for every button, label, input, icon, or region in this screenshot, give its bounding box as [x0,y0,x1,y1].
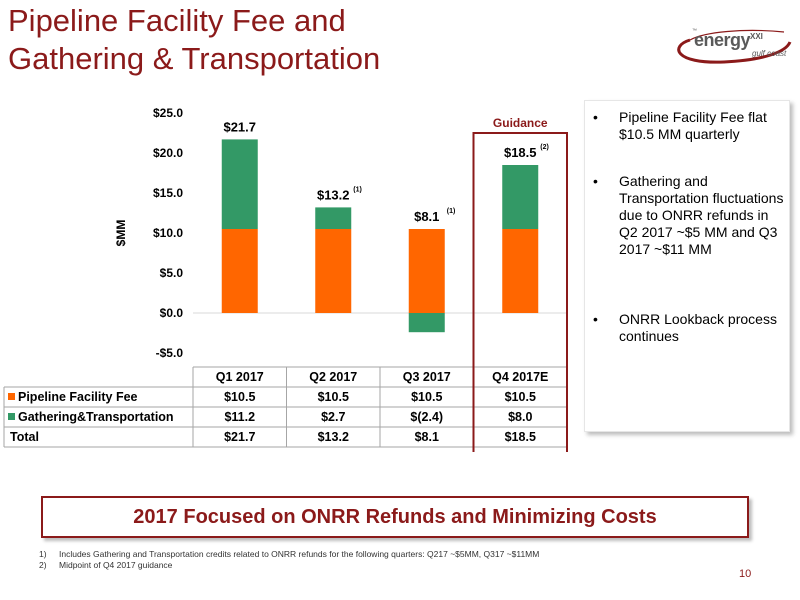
table-cell: $10.5 [411,390,442,404]
total-footnote-marker: (1) [353,186,362,193]
table-row-label: Gathering&Transportation [18,410,174,424]
bullet-dot: • [593,311,598,327]
total-footnote-marker: (1) [447,208,456,215]
logo-swoosh-icon [677,29,792,64]
page-number: 10 [739,568,752,580]
bar-gathering-transportation [221,139,258,229]
logo-tm: ™ [692,28,697,34]
guidance-highlight-box [472,132,568,452]
bullet-text: Pipeline Facility Fee flat $10.5 MM quar… [619,109,767,142]
table-cell: $10.5 [224,390,255,404]
title-line-1: Pipeline Facility Fee and [8,3,346,38]
total-footnote-marker: (2) [540,144,549,151]
bar-gathering-transportation [502,165,539,229]
bar-pipeline-facility-fee [221,229,258,313]
y-axis-label: $MM [114,220,128,247]
bar-pipeline-facility-fee [502,229,539,313]
total-data-label: $13.2 [317,187,350,202]
y-tick-label: $25.0 [153,106,183,120]
y-tick-label: -$5.0 [156,346,184,360]
table-cell: $8.0 [508,410,532,424]
table-cell: $10.5 [318,390,349,404]
guidance-label: Guidance [493,116,548,130]
footnote-text: Midpoint of Q4 2017 guidance [59,560,173,570]
y-tick-label: $0.0 [160,306,184,320]
total-data-label: $21.7 [223,119,256,134]
table-header-cell: Q3 2017 [403,370,451,384]
y-tick-label: $20.0 [153,146,183,160]
bar-pipeline-facility-fee [315,229,352,313]
table-cell: $(2.4) [410,410,443,424]
table-cell: $13.2 [318,430,349,444]
bar-pipeline-facility-fee [408,229,445,313]
table-row-label: Pipeline Facility Fee [18,390,138,404]
table-cell: $11.2 [224,410,255,424]
total-data-label: $8.1 [414,209,439,224]
company-logo: ™ energy XXI gulf coast [664,22,794,72]
bullet-dot: • [593,109,598,125]
total-data-label: $18.5 [504,145,537,160]
footnote-number: 1) [39,549,47,559]
y-tick-label: $5.0 [160,266,184,280]
summary-banner: 2017 Focused on ONRR Refunds and Minimiz… [41,496,749,538]
y-tick-label: $15.0 [153,186,183,200]
logo-sub: gulf coast [752,49,787,58]
logo-name: energy [694,30,751,50]
table-header-cell: Q4 2017E [492,370,548,384]
table-cell: $18.5 [505,430,536,444]
table-cell: $2.7 [321,410,345,424]
bar-gathering-transportation [315,207,352,229]
table-cell: $8.1 [415,430,439,444]
footnote-number: 2) [39,560,47,570]
legend-swatch [8,413,15,420]
table-row-label: Total [10,430,39,444]
table-cell: $10.5 [505,390,536,404]
logo-sup: XXI [750,32,763,41]
table-cell: $21.7 [224,430,255,444]
footnote-2: 2) Midpoint of Q4 2017 guidance [39,560,539,571]
title-line-2: Gathering & Transportation [8,41,381,76]
legend-swatch [8,393,15,400]
bar-gathering-transportation [408,313,445,333]
footnote-1: 1) Includes Gathering and Transportation… [39,549,539,560]
y-tick-label: $10.0 [153,226,183,240]
bullet-dot: • [593,173,598,189]
table-header-cell: Q2 2017 [309,370,357,384]
footnote-text: Includes Gathering and Transportation cr… [59,549,540,559]
table-header-cell: Q1 2017 [216,370,264,384]
bullet-panel: • Pipeline Facility Fee flat $10.5 MM qu… [584,100,790,432]
page-title: Pipeline Facility Fee and Gathering & Tr… [8,2,608,78]
stacked-bar-chart: $MM $25.0 $20.0 $15.0 $10.0 $5.0 $0.0 -$5.0 $21.… [3,106,568,452]
footnotes: 1) Includes Gathering and Transportation… [39,549,539,571]
bullet-text: ONRR Lookback process continues [619,311,777,344]
bullet-text: Gathering and Transportation fluctuation… [619,173,784,257]
